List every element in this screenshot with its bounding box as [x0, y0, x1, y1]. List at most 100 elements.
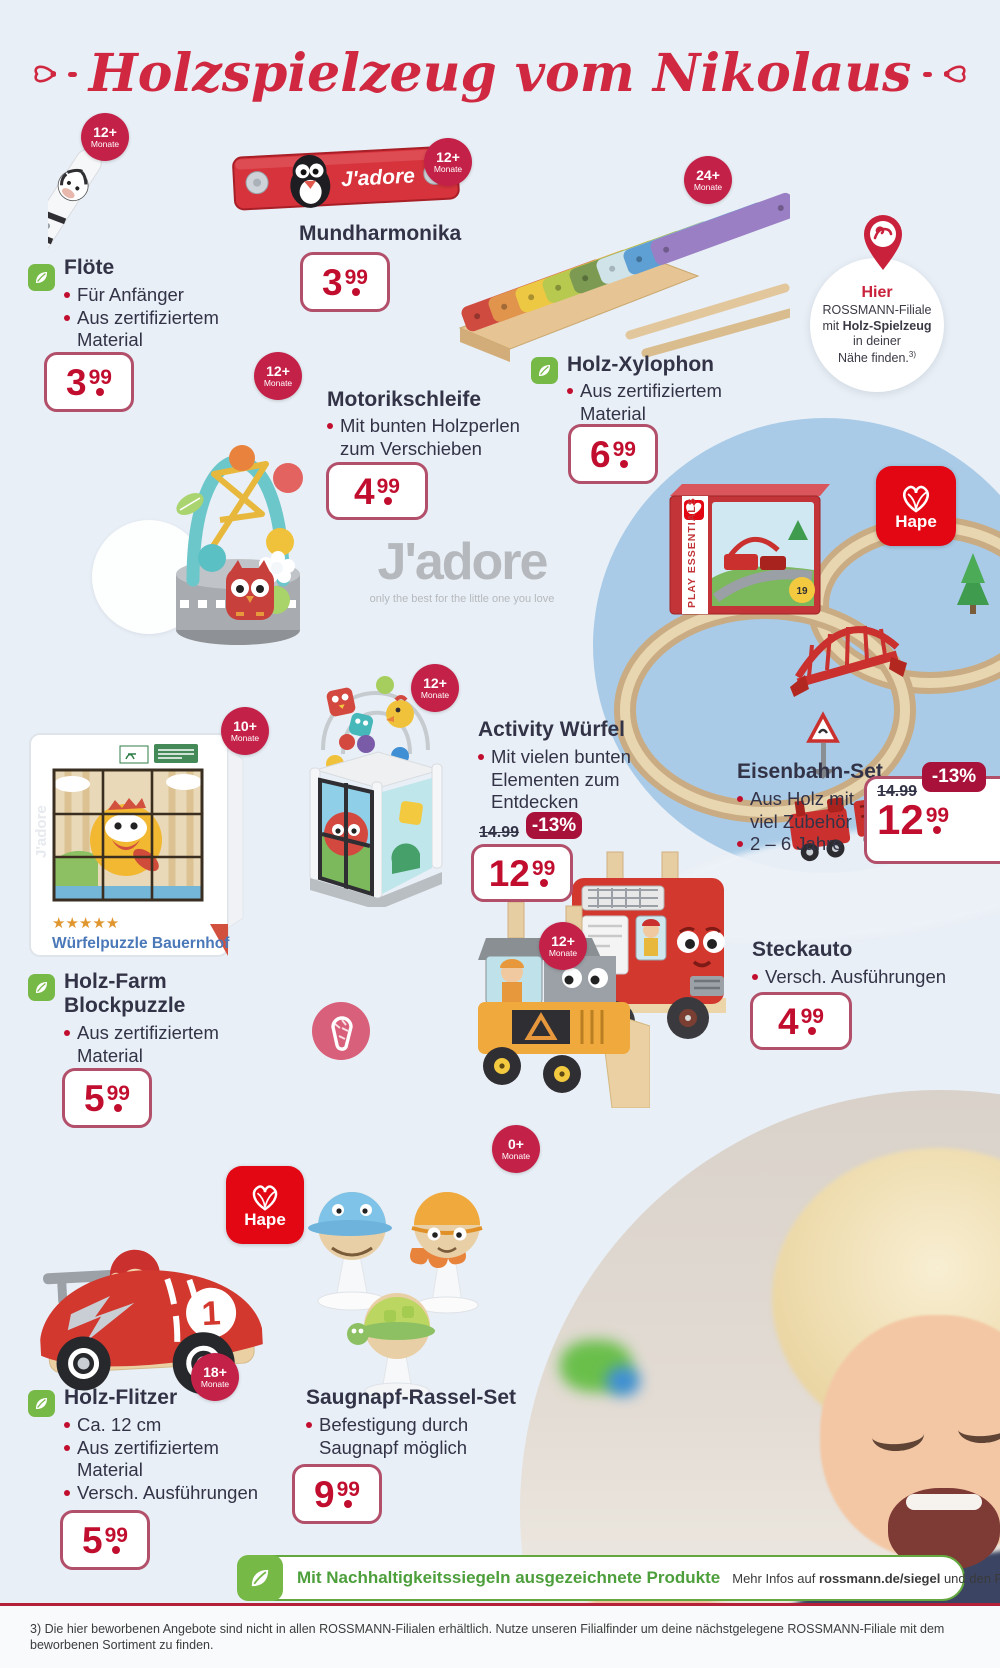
old-price-activity: 14.99	[479, 824, 520, 841]
bridge	[790, 625, 907, 697]
blurred-toy-blue	[606, 1366, 640, 1396]
age-badge-blockpuzzle: 10+ Monate	[221, 707, 269, 755]
banner-info-text: Mehr Infos auf rossmann.de/siegel und de…	[732, 1570, 1000, 1586]
baby-teeth	[906, 1494, 982, 1510]
product-title-floete: Flöte	[64, 256, 115, 279]
old-price: 14.99	[877, 783, 918, 800]
store-finder-line1: ROSSMANN-Filiale	[822, 303, 932, 318]
footer-background	[0, 1606, 1000, 1668]
box-pieces-count: 19	[796, 586, 808, 597]
product-bullet: Mit bunten Holzperlen zum Verschieben	[327, 415, 522, 460]
product-bullets-motorikschleife: Mit bunten Holzperlen zum Verschieben	[327, 415, 522, 460]
price-flitzer: 5 99	[60, 1510, 150, 1570]
price-dot	[112, 1545, 121, 1554]
product-bullet: Versch. Ausführungen	[64, 1482, 269, 1505]
price-dot	[96, 387, 105, 396]
owl-figure	[226, 560, 274, 620]
whale-rattle	[308, 1192, 392, 1311]
price-dot	[344, 1499, 353, 1508]
price-floete: 3 99	[44, 352, 134, 412]
octopus-rattle	[410, 1192, 483, 1314]
product-bullet: 2 – 6 Jahre	[737, 833, 877, 856]
beater-stick	[625, 283, 790, 340]
box-label: Würfelpuzzle Bauernhof	[52, 935, 230, 952]
product-bullet: Für Anfänger	[64, 284, 239, 307]
cube-side-panel	[382, 778, 432, 894]
age-badge-rassel: 0+ Monate	[492, 1125, 540, 1173]
store-finder-line2: mit Holz-Spielzeug	[822, 318, 932, 333]
tree	[957, 553, 989, 614]
product-bullet: Ca. 12 cm	[64, 1414, 269, 1437]
eco-leaf-icon	[531, 357, 558, 384]
price-steckauto: 4 99	[750, 992, 852, 1050]
banner-link[interactable]: rossmann.de/siegel	[818, 1570, 941, 1586]
product-bullet: Aus zertifiziertem Material	[64, 307, 239, 352]
hape-brand-logo: Hape	[876, 466, 956, 546]
product-bullets-xylophon: Aus zertifiziertem Material	[567, 380, 752, 425]
candy-cane-icon	[312, 1002, 370, 1060]
heart-leaf-icon	[252, 1184, 278, 1211]
truck-face	[677, 926, 725, 968]
jadore-wordmark: J'adore	[377, 533, 549, 591]
product-bullet: Versch. Ausführungen	[752, 966, 962, 989]
price-blockpuzzle: 5 99	[62, 1068, 152, 1128]
eisenbahn-box-image: PLAY ESSENTIALS 19	[669, 484, 830, 615]
race-car-number: 1	[201, 1294, 222, 1333]
store-finder-line4: Nähe finden.3)	[837, 350, 916, 366]
eco-leaf-icon	[28, 974, 55, 1001]
traffic-sign	[806, 711, 840, 779]
price-mundharmonika: 3 99	[300, 252, 390, 312]
price-xylophon: 6 99	[568, 424, 658, 484]
age-badge-motorikschleife: 12+ Monate	[254, 352, 302, 400]
age-badge-steckauto: 12+ Monate	[539, 922, 587, 970]
product-bullets-floete: Für Anfänger Aus zertifiziertem Material	[64, 284, 239, 352]
harmonica-brand-text: J'adore	[341, 164, 416, 191]
product-title-steckauto: Steckauto	[752, 938, 853, 961]
product-bullet: Aus zertifiziertem Material	[567, 380, 752, 425]
age-badge-flitzer: 18+ Monate	[191, 1353, 239, 1401]
turtle-rattle	[347, 1293, 435, 1398]
age-badge-floete: 12+ Monate	[81, 113, 129, 161]
product-title-blockpuzzle: Holz-Farm Blockpuzzle	[64, 970, 186, 1017]
product-title-mundharmonika: Mundharmonika	[299, 222, 462, 245]
store-finder-line3: in deiner	[853, 334, 901, 349]
product-title-motorikschleife: Motorikschleife	[327, 388, 482, 411]
location-pin-icon	[864, 215, 902, 270]
product-bullets-flitzer: Ca. 12 cm Aus zertifiziertem Material Ve…	[64, 1414, 269, 1504]
page-title: Holzspielzeug vom Nikolaus	[88, 43, 912, 104]
price-dot	[808, 1026, 817, 1035]
price-rassel: 9 99	[292, 1464, 382, 1524]
product-bullets-steckauto: Versch. Ausführungen	[752, 966, 962, 989]
jadore-brand-logo: J'adore only the best for the little one…	[356, 536, 568, 605]
header: Holzspielzeug vom Nikolaus	[30, 48, 970, 100]
price-dot	[933, 825, 942, 834]
product-bullets-eisenbahn: Aus Holz mit viel Zubehör 2 – 6 Jahre	[737, 788, 877, 856]
motorikschleife-product-image	[176, 445, 303, 645]
hape-brand-logo-2: Hape	[226, 1166, 304, 1244]
product-bullet: Mit vielen bunten Elementen zum Entdecke…	[478, 746, 638, 814]
product-bullet: Aus zertifiziertem Material	[64, 1437, 269, 1482]
box-vertical-text: PLAY ESSENTIALS	[686, 497, 698, 608]
eco-leaf-icon	[28, 264, 55, 291]
title-rule-right	[923, 71, 933, 77]
eco-leaf-icon	[237, 1555, 283, 1601]
product-bullets-rassel: Befestigung durch Saugnapf möglich	[306, 1414, 496, 1459]
sustainability-banner: Mit Nachhaltigkeitssiegeln ausgezeichnet…	[237, 1555, 1000, 1601]
discount-badge-activity: -13%	[526, 812, 582, 839]
price-dot	[114, 1103, 123, 1112]
price-motorikschleife: 4 99	[326, 462, 428, 520]
product-title-eisenbahn: Eisenbahn-Set	[737, 760, 883, 783]
mundharmonika-product-image: J'adore	[232, 145, 460, 211]
ribbon-bow-icon	[34, 65, 56, 83]
store-finder-badge: Hier ROSSMANN-Filiale mit Holz-Spielzeug…	[810, 258, 944, 392]
price-dot	[539, 878, 548, 887]
product-bullets-activity: Mit vielen bunten Elementen zum Entdecke…	[478, 746, 638, 814]
rating-stars: ★★★★★	[52, 915, 119, 932]
jadore-tagline: only the best for the little one you lov…	[369, 593, 555, 605]
cube-front-panel	[318, 777, 374, 897]
price-dot	[620, 459, 629, 468]
svg-text:J'adore: J'adore	[33, 805, 50, 858]
product-title-xylophon: Holz-Xylophon	[567, 353, 714, 376]
xylophon-product-image	[458, 192, 790, 362]
